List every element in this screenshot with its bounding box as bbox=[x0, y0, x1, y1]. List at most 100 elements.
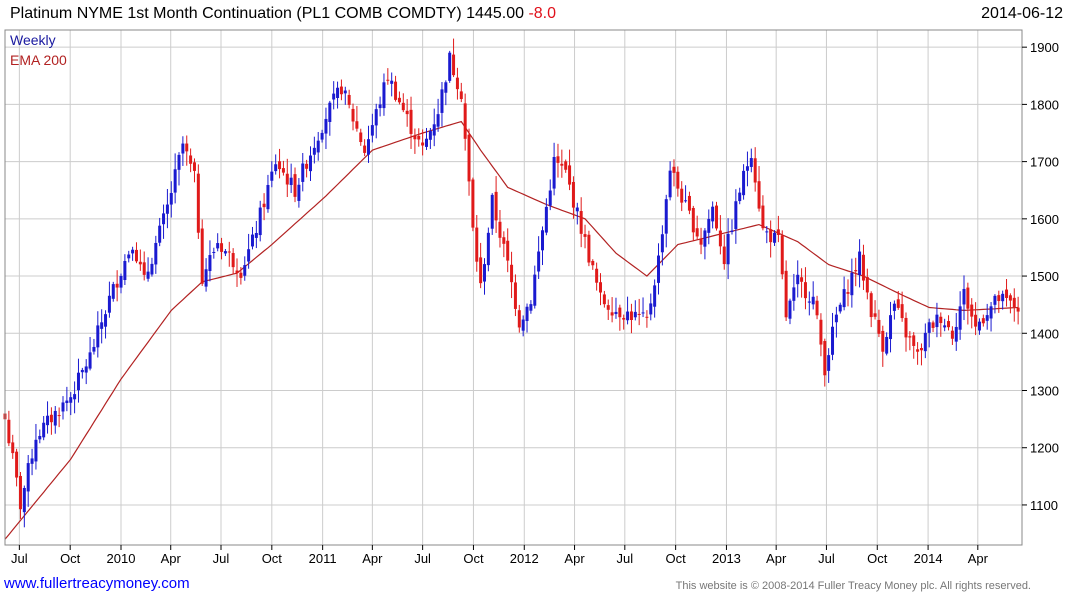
candle bbox=[494, 176, 498, 233]
candle-body bbox=[281, 168, 285, 173]
candle bbox=[38, 429, 42, 444]
candle-body bbox=[896, 299, 900, 308]
candle bbox=[196, 164, 200, 239]
candle-body bbox=[107, 295, 111, 313]
candle bbox=[943, 318, 947, 332]
candle bbox=[1016, 296, 1020, 325]
candle bbox=[614, 297, 618, 319]
candle-body bbox=[769, 229, 773, 243]
candle bbox=[695, 215, 699, 240]
candle-body bbox=[498, 221, 502, 238]
x-tick-label: 2014 bbox=[914, 551, 943, 566]
candle-body bbox=[548, 190, 552, 206]
candle bbox=[803, 267, 807, 310]
candle-body bbox=[734, 201, 738, 230]
candle bbox=[761, 195, 765, 231]
candle-body bbox=[985, 315, 989, 321]
candle bbox=[216, 233, 220, 252]
x-tick-label: Apr bbox=[766, 551, 787, 566]
candle bbox=[22, 485, 26, 528]
candle bbox=[378, 96, 382, 117]
candle-body bbox=[417, 135, 421, 140]
candle bbox=[366, 125, 370, 163]
candle-body bbox=[394, 81, 398, 100]
candle-body bbox=[742, 170, 746, 196]
candle bbox=[506, 228, 510, 273]
candle bbox=[397, 91, 401, 105]
candle bbox=[726, 218, 730, 280]
candle-body bbox=[18, 475, 22, 510]
candle-body bbox=[738, 192, 742, 202]
candle bbox=[807, 291, 811, 316]
footer-website-link[interactable]: www.fullertreacymoney.com bbox=[4, 575, 190, 592]
candle-body bbox=[904, 317, 908, 338]
candle-body bbox=[881, 330, 885, 352]
candle-body bbox=[939, 316, 943, 324]
candle bbox=[486, 227, 490, 272]
x-tick-label: Jul bbox=[818, 551, 835, 566]
candle-body bbox=[115, 283, 119, 288]
candle bbox=[765, 225, 769, 244]
candle-body bbox=[169, 193, 173, 205]
candle-body bbox=[861, 254, 865, 281]
candle-body bbox=[602, 294, 606, 305]
candle-body bbox=[227, 251, 231, 253]
candle-body bbox=[962, 288, 966, 305]
candle bbox=[138, 249, 142, 271]
candle-body bbox=[1012, 297, 1016, 308]
candle bbox=[788, 298, 792, 325]
candle bbox=[115, 270, 119, 302]
candle-body bbox=[366, 139, 370, 155]
candle bbox=[258, 200, 262, 242]
candle bbox=[691, 205, 695, 241]
candle-body bbox=[189, 155, 193, 164]
candle bbox=[645, 310, 649, 328]
candle bbox=[428, 127, 432, 149]
candle bbox=[834, 306, 838, 338]
candle-body bbox=[61, 402, 65, 412]
candle-body bbox=[823, 341, 827, 376]
candle-body bbox=[610, 312, 614, 316]
candle-body bbox=[49, 414, 53, 423]
candle bbox=[455, 67, 459, 100]
candle bbox=[583, 224, 587, 249]
candle-body bbox=[266, 184, 270, 210]
candle bbox=[312, 136, 316, 164]
candle-body bbox=[220, 243, 224, 252]
candle-body bbox=[308, 155, 312, 172]
candle-body bbox=[564, 161, 568, 170]
candle bbox=[467, 128, 471, 196]
candle-body bbox=[200, 228, 204, 284]
candle-body bbox=[247, 249, 251, 262]
chart-date: 2014-06-12 bbox=[981, 5, 1063, 22]
candle-body bbox=[42, 422, 46, 438]
candle-body bbox=[749, 158, 753, 167]
candle-body bbox=[877, 319, 881, 334]
candle bbox=[444, 80, 448, 106]
candle-body bbox=[262, 203, 266, 208]
candle-body bbox=[637, 313, 641, 315]
candle-body bbox=[328, 102, 332, 123]
candle bbox=[633, 300, 637, 321]
candle-body bbox=[711, 206, 715, 222]
candle bbox=[347, 89, 351, 109]
candle bbox=[571, 176, 575, 219]
candle-body bbox=[811, 296, 815, 305]
candle bbox=[84, 359, 88, 385]
candle bbox=[838, 302, 842, 314]
candle bbox=[908, 331, 912, 351]
candle bbox=[274, 154, 278, 175]
candle bbox=[69, 392, 73, 416]
candle-body bbox=[684, 200, 688, 202]
x-tick-label: 2013 bbox=[712, 551, 741, 566]
legend-weekly: Weekly bbox=[10, 32, 56, 48]
candle bbox=[869, 291, 873, 328]
candle-body bbox=[26, 463, 30, 492]
candle-body bbox=[765, 231, 769, 233]
candle bbox=[254, 220, 258, 249]
candle bbox=[997, 290, 1001, 313]
candle-body bbox=[119, 276, 123, 288]
candle-body bbox=[645, 316, 649, 318]
candle bbox=[208, 240, 212, 282]
candle-body bbox=[343, 90, 347, 94]
